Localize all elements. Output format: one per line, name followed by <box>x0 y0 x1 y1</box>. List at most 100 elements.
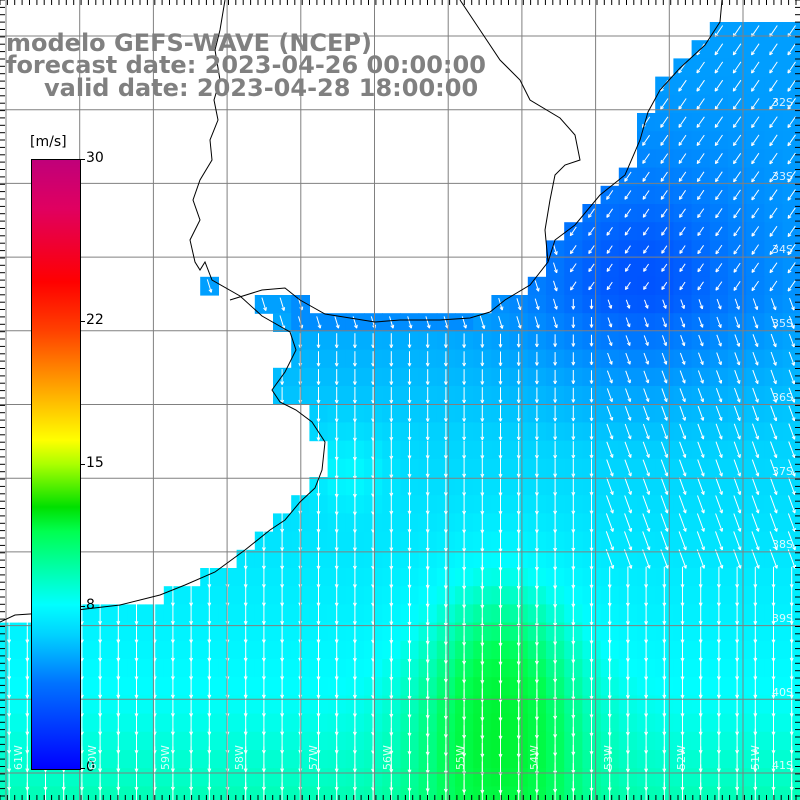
wind-arrow <box>480 333 485 348</box>
wind-arrow <box>751 171 760 183</box>
wind-arrow <box>788 405 796 422</box>
wind-arrow <box>352 351 357 367</box>
wind-arrow <box>589 334 594 347</box>
wind-arrow <box>678 134 687 146</box>
wind-arrow <box>642 513 651 532</box>
wind-arrow <box>571 334 576 347</box>
wind-arrow <box>751 43 760 56</box>
wind-arrow <box>751 441 760 459</box>
wind-arrow <box>769 495 778 514</box>
wind-arrow <box>624 171 632 182</box>
wind-arrow <box>389 316 395 329</box>
wind-arrow <box>480 423 485 441</box>
political-border <box>459 0 581 263</box>
wind-arrow <box>643 263 650 272</box>
wind-arrow <box>606 441 614 458</box>
wind-arrow <box>714 79 724 92</box>
wind-arrow <box>606 388 613 403</box>
wind-arrow <box>625 317 631 328</box>
wind-arrow <box>498 440 503 459</box>
wind-arrow <box>589 370 594 384</box>
wind-arrow <box>732 134 742 147</box>
wind-speed-field <box>0 22 800 800</box>
wind-arrow <box>553 405 558 422</box>
wind-arrow <box>552 316 558 329</box>
wind-arrow <box>661 406 668 421</box>
wind-arrow <box>697 226 705 237</box>
wind-arrow <box>751 244 760 255</box>
wind-arrow <box>624 531 633 551</box>
wind-arrow <box>769 189 778 201</box>
wind-arrow <box>553 441 558 459</box>
wind-arrow <box>606 495 614 514</box>
wind-arrow <box>733 477 742 496</box>
wind-arrow <box>734 316 740 329</box>
wind-arrow <box>606 190 614 200</box>
wind-arrow <box>789 297 795 311</box>
wind-arrow <box>316 351 321 367</box>
wind-arrow <box>480 351 485 367</box>
wind-arrow <box>425 316 431 329</box>
wind-arrow <box>498 387 503 404</box>
wind-arrow <box>696 134 705 146</box>
wind-arrow <box>407 369 412 385</box>
wind-arrow <box>662 317 667 328</box>
wind-arrow <box>716 352 722 366</box>
wind-arrow <box>698 352 704 366</box>
wind-arrow <box>734 334 741 347</box>
longitude-label: 60W <box>85 745 99 770</box>
latitude-label: 39S <box>772 611 793 625</box>
wind-arrow <box>787 189 796 201</box>
wind-arrow <box>732 116 742 128</box>
wind-arrow <box>770 316 777 329</box>
colorbar-tick <box>80 463 85 465</box>
wind-arrow <box>660 513 669 532</box>
wind-arrow <box>462 333 467 348</box>
wind-arrow <box>679 281 686 291</box>
wind-arrow <box>788 495 796 514</box>
wind-arrow <box>425 458 430 478</box>
wind-arrow <box>606 281 613 291</box>
wind-arrow <box>516 440 521 459</box>
wind-arrow <box>751 98 760 110</box>
wind-arrow <box>334 351 339 367</box>
wind-arrow <box>480 369 485 385</box>
wind-arrow <box>642 227 650 236</box>
wind-arrow <box>534 316 540 329</box>
wind-arrow <box>660 116 669 128</box>
wind-arrow <box>679 245 686 254</box>
colorbar-tick <box>80 159 85 160</box>
longitude-label: 54W <box>527 745 541 770</box>
wind-arrow <box>660 531 669 551</box>
wind-arrow <box>516 351 521 366</box>
wind-arrow <box>279 297 286 311</box>
wind-arrow <box>678 98 687 110</box>
wind-arrow <box>732 98 742 110</box>
wind-arrow <box>661 245 668 254</box>
wind-arrow <box>407 422 412 441</box>
wind-arrow <box>715 495 723 514</box>
wind-arrow <box>696 531 705 551</box>
wind-arrow <box>696 61 705 74</box>
wind-arrow <box>697 245 705 255</box>
wind-arrow <box>697 495 705 514</box>
wind-arrow <box>770 369 777 385</box>
wind-arrow <box>716 370 723 384</box>
wind-arrow <box>661 227 668 236</box>
wind-arrow <box>662 299 667 309</box>
wind-arrow <box>642 208 650 218</box>
wind-arrow <box>569 263 577 273</box>
wind-arrow <box>732 43 742 56</box>
wind-arrow <box>787 116 796 129</box>
wind-arrow <box>570 281 577 291</box>
wind-arrow <box>407 316 413 329</box>
wind-arrow <box>679 352 686 365</box>
wind-arrow <box>678 513 687 532</box>
wind-arrow <box>679 226 686 236</box>
wind-arrow <box>589 459 594 477</box>
wind-arrow <box>606 245 613 254</box>
wind-arrow <box>571 459 576 478</box>
wind-arrow <box>643 245 650 254</box>
wind-arrow <box>661 263 668 272</box>
wind-arrow <box>571 387 576 403</box>
